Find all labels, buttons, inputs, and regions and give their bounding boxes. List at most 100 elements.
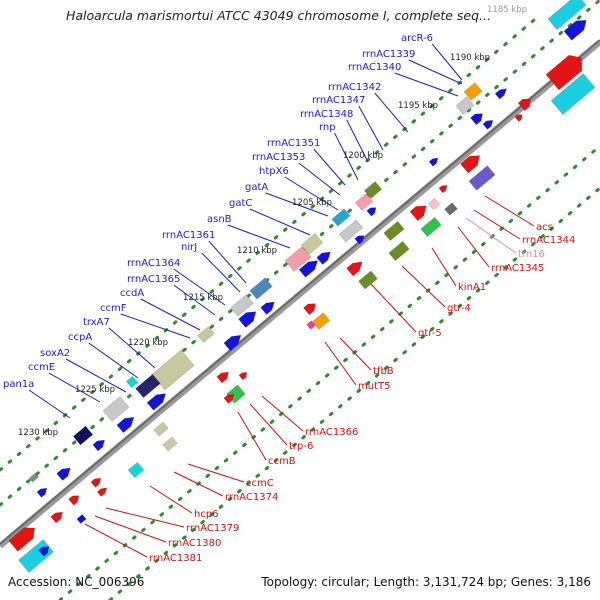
gene-feature-39-shape [460, 155, 480, 174]
gene-feature-57-shape [153, 421, 169, 437]
gene-feature-30-shape [72, 425, 94, 446]
gene-feature-1 [563, 20, 587, 41]
gene-feature-58-shape [162, 436, 178, 452]
gene-feature-18-shape [249, 277, 273, 300]
gene-feature-52 [306, 320, 316, 330]
leader-line-reverse [369, 282, 417, 333]
gene-feature-44 [409, 205, 427, 222]
leader-line-forward [88, 342, 139, 379]
gene-feature-46 [383, 221, 405, 241]
gene-feature-13-shape [354, 235, 365, 245]
leader-line-forward [313, 148, 346, 186]
gene-feature-8-shape [364, 181, 382, 199]
gene-feature-6 [482, 120, 494, 130]
gene-feature-54-shape [238, 372, 248, 381]
gene-feature-52-shape [306, 320, 316, 330]
gene-feature-61-shape [96, 487, 108, 497]
gene-feature-14 [300, 233, 324, 255]
gene-feature-32 [56, 467, 71, 481]
leader-line-reverse [431, 247, 457, 287]
gene-label-reverse: trp-6 [289, 441, 313, 452]
gene-feature-21-shape [260, 301, 275, 315]
leader-line-forward [120, 313, 191, 339]
gene-label-forward: rrnAC1361 [162, 230, 215, 241]
gene-feature-20 [238, 311, 257, 328]
gene-feature-27 [146, 393, 167, 411]
gene-feature-7-shape [428, 157, 439, 167]
gene-feature-17 [316, 251, 331, 265]
map-title: Haloarcula marismortui ATCC 43049 chromo… [66, 8, 491, 23]
gene-feature-0 [547, 0, 587, 30]
label-lines-layer [28, 43, 535, 558]
gene-feature-59-shape [127, 461, 145, 479]
gene-label-forward: rrnAC1339 [362, 49, 415, 60]
ruler-label: 1225 kbp [75, 385, 115, 395]
leader-line-forward [334, 132, 359, 181]
leader-line-reverse [324, 341, 357, 386]
gene-feature-11-shape [331, 208, 351, 227]
gene-feature-51 [312, 312, 330, 330]
gene-feature-48 [346, 261, 363, 277]
gene-feature-34 [36, 488, 48, 498]
gene-feature-44-shape [409, 205, 427, 222]
gene-feature-19-shape [230, 294, 254, 317]
gene-feature-10-shape [366, 207, 377, 217]
gene-feature-0-shape [547, 0, 587, 30]
gene-feature-35 [545, 55, 583, 91]
gene-label-forward: htpX6 [259, 166, 289, 177]
gene-label-forward: soxA2 [40, 348, 70, 359]
gene-label-forward: gatC [229, 198, 252, 209]
leader-line-forward [108, 327, 156, 369]
leader-line-forward [394, 72, 459, 97]
leader-line-forward [173, 268, 226, 306]
gene-feature-29-shape [116, 416, 135, 433]
gene-feature-67-shape [38, 546, 50, 557]
gene-feature-3-shape [455, 96, 475, 115]
gene-label-reverse: mutT5 [358, 381, 390, 392]
gene-feature-27-shape [146, 393, 167, 411]
gene-feature-48-shape [346, 261, 363, 277]
gene-feature-12-shape [339, 219, 363, 243]
gene-feature-13 [354, 235, 365, 245]
leader-line-forward [284, 176, 339, 211]
gene-label-reverse: ccmC [246, 478, 274, 489]
gene-feature-56 [223, 394, 235, 404]
gene-feature-50-shape [303, 303, 316, 316]
gene-feature-47 [388, 241, 410, 261]
gene-label-forward: rrnAC1342 [328, 82, 381, 93]
gene-feature-4-shape [470, 113, 483, 126]
gene-feature-16 [298, 260, 319, 278]
backbone-layer [0, 39, 600, 549]
ruler-label: 1210 kbp [237, 246, 277, 256]
leader-line-forward [346, 119, 369, 163]
leader-line-reverse [457, 226, 490, 268]
gene-feature-40 [468, 165, 496, 191]
leader-line-forward [431, 43, 463, 81]
gene-label-forward: ccmF [100, 303, 127, 314]
gene-feature-43-shape [428, 198, 440, 210]
gene-feature-33 [28, 472, 40, 483]
leader-line-forward [201, 252, 241, 293]
gene-feature-45-shape [420, 217, 442, 237]
leader-line-forward [65, 358, 127, 393]
gene-feature-19 [230, 294, 254, 317]
gene-feature-62 [68, 495, 80, 506]
gene-label-reverse: rrnAC1366 [305, 427, 358, 438]
gene-label-reverse: kinA1 [458, 282, 486, 293]
leader-line-forward [265, 192, 329, 217]
leader-line-reverse [237, 411, 267, 461]
gene-feature-50 [303, 303, 316, 316]
ruler-label: 1190 kbp [450, 53, 490, 63]
gene-feature-45 [420, 217, 442, 237]
gene-feature-65 [8, 527, 36, 552]
gene-label-forward: rrnAC1348 [300, 109, 353, 120]
gene-feature-2-shape [463, 82, 483, 101]
gene-feature-23-shape [223, 334, 242, 351]
gene-label-reverse: rrnAC1345 [491, 263, 544, 274]
ruler-label: 1215 kbp [183, 293, 223, 303]
gene-label-forward: ccmE [28, 362, 55, 373]
leader-line-reverse [173, 471, 224, 497]
gene-feature-16-shape [298, 260, 319, 278]
leader-line-reverse [105, 507, 185, 528]
